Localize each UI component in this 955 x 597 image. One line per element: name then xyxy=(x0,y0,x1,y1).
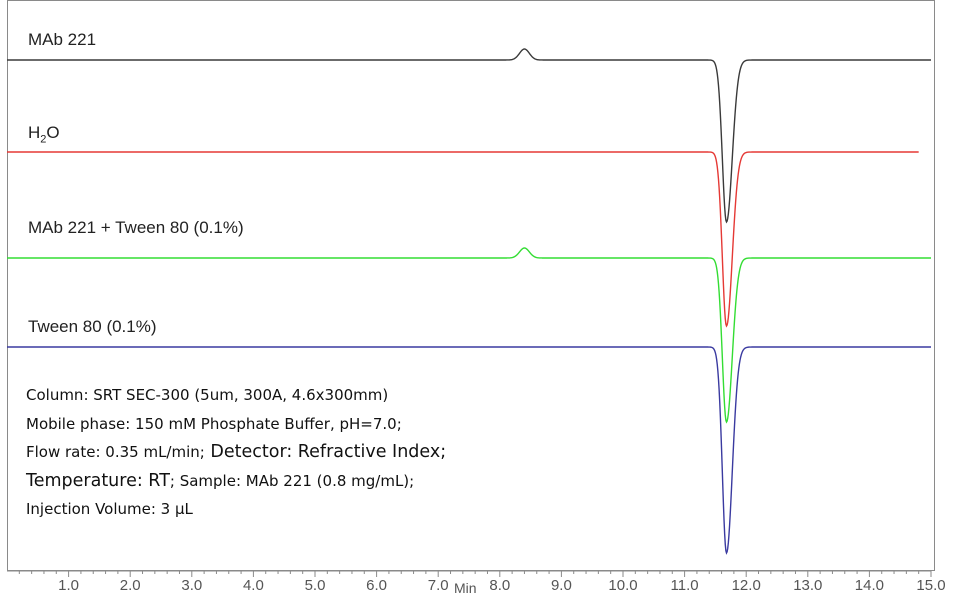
x-tick-label: 13.0 xyxy=(793,577,822,594)
series-line-3 xyxy=(7,247,931,424)
x-tick-label: 8.0 xyxy=(489,577,510,594)
condition-sample: ; Sample: MAb 221 (0.8 mg/mL); xyxy=(169,471,415,490)
h2o-o: O xyxy=(46,123,60,142)
conditions-annotation: Column: SRT SEC-300 (5um, 300A, 4.6x300m… xyxy=(26,381,446,524)
series-label-h2o: H2O xyxy=(28,123,60,145)
x-tick-label: 2.0 xyxy=(120,577,141,594)
x-tick-label: 9.0 xyxy=(551,577,572,594)
x-tick-label: 7.0 xyxy=(428,577,449,594)
condition-column: Column: SRT SEC-300 (5um, 300A, 4.6x300m… xyxy=(26,386,389,404)
series-line-2 xyxy=(7,151,919,328)
series-line-4 xyxy=(7,346,931,555)
x-tick-label: 10.0 xyxy=(608,577,637,594)
condition-injection-volume: Injection Volume: 3 µL xyxy=(26,500,193,518)
x-tick-label: 15.0 xyxy=(916,577,945,594)
series-label-tween: Tween 80 (0.1%) xyxy=(28,317,157,336)
condition-temp-sample: Temperature: RT; Sample: MAb 221 (0.8 mg… xyxy=(26,467,446,496)
h2o-subscript: 2 xyxy=(40,133,47,146)
traces-group xyxy=(7,48,931,555)
series-label-mab221-tween: MAb 221 + Tween 80 (0.1%) xyxy=(28,218,244,237)
x-tick-label: 3.0 xyxy=(181,577,202,594)
x-tick-label: 5.0 xyxy=(305,577,326,594)
condition-flow-rate: Flow rate: 0.35 mL/min; xyxy=(26,443,205,461)
condition-flow-detector: Flow rate: 0.35 mL/min; Detector: Refrac… xyxy=(26,438,446,467)
x-tick-label: 11.0 xyxy=(671,577,699,594)
x-tick-label: 4.0 xyxy=(243,577,264,594)
x-tick-label: 12.0 xyxy=(732,577,761,594)
x-axis: 1.0 2.0 3.0 4.0 5.0 6.0 7.0 8.0 9.0 10.0 11.0 12.0 1… xyxy=(7,570,946,594)
h2o-h: H xyxy=(28,123,41,142)
chart-frame xyxy=(7,0,935,571)
condition-temperature: Temperature: RT xyxy=(26,470,170,491)
x-axis-title: Min xyxy=(454,580,477,596)
condition-detector: Detector: Refractive Index; xyxy=(204,442,447,462)
x-axis-ticks: 1.0 2.0 3.0 4.0 5.0 6.0 7.0 8.0 9.0 10.0 11.0 12.0 1… xyxy=(18,571,946,594)
series-line-1 xyxy=(7,48,931,224)
x-tick-label: 1.0 xyxy=(58,577,79,594)
series-label-mab221: MAb 221 xyxy=(28,30,97,49)
x-tick-label: 6.0 xyxy=(366,577,387,594)
x-tick-label: 14.0 xyxy=(855,577,884,594)
condition-mobile-phase: Mobile phase: 150 mM Phosphate Buffer, p… xyxy=(26,414,402,433)
